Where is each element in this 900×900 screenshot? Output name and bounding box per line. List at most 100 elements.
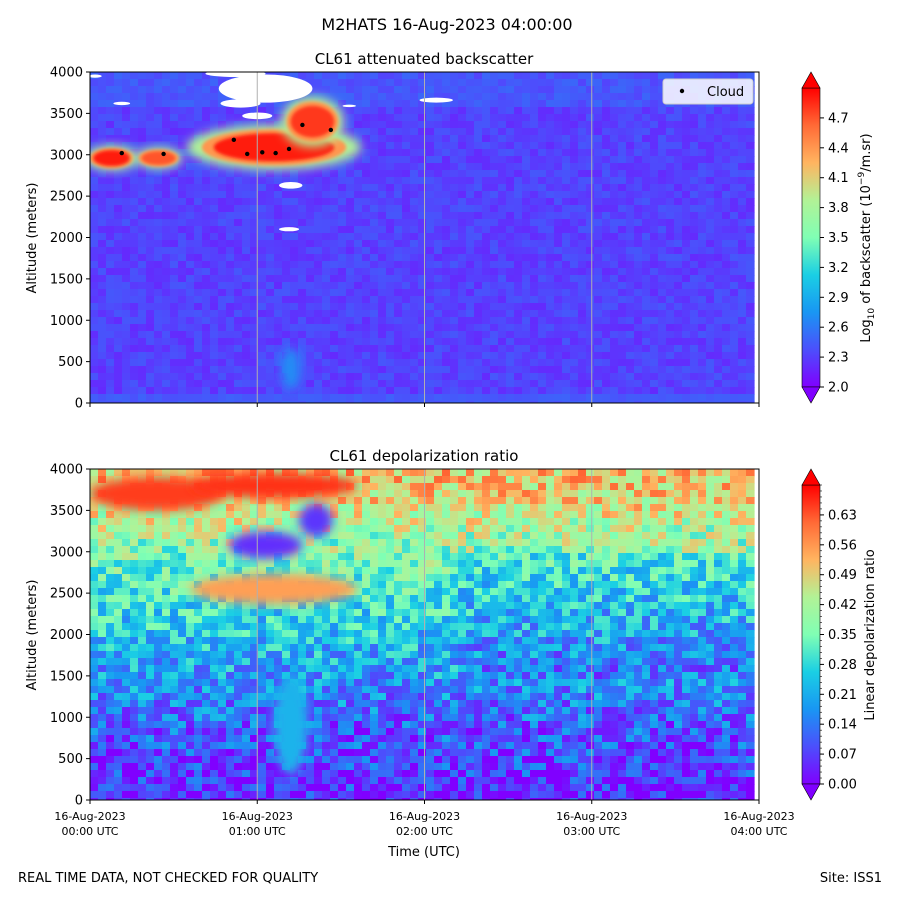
y-tick-label: 500 xyxy=(58,355,83,370)
backscatter-colorbar: 2.0 2.3 2.6 2.9 3.2 3.5 3.8 4.1 4.4 4.7 Log10 of … xyxy=(801,71,877,404)
missing-data-patch xyxy=(218,74,313,103)
y-tick-label: 1500 xyxy=(50,669,83,684)
backscatter-y-ticks: 0 500 1000 1500 2000 2500 3000 3500 4000 xyxy=(50,66,90,412)
y-tick-label: 3000 xyxy=(50,148,83,163)
missing-data-patch xyxy=(342,104,356,108)
colorbar-tick-label: 4.4 xyxy=(828,141,849,156)
y-tick-label: 2000 xyxy=(50,231,83,246)
x-tick-label-date: 16-Aug-2023 xyxy=(723,810,794,823)
backscatter-panel: CL61 attenuated backscatter 0 500 1000 1500… xyxy=(25,50,877,412)
depolarization-panel: CL61 depolarization ratio 0 500 1000 1500 20… xyxy=(25,447,878,860)
y-tick-label: 4000 xyxy=(50,463,83,478)
colorbar-tick-label: 0.28 xyxy=(828,658,857,673)
cloud-point xyxy=(245,151,250,157)
depolarization-colorbar-extend-min xyxy=(801,783,821,801)
depolarization-gridlines xyxy=(256,469,593,800)
x-tick-label-time: 03:00 UTC xyxy=(563,825,620,838)
colorbar-tick-label: 4.7 xyxy=(828,111,849,126)
backscatter-heatmap xyxy=(90,72,759,403)
x-tick-label-time: 01:00 UTC xyxy=(229,825,286,838)
depolarization-colorbar: 0.00 0.07 0.14 0.21 0.28 0.35 0.42 0.49 0.56 0.63… xyxy=(801,468,878,801)
cloud-point xyxy=(119,150,124,156)
y-tick-label: 1500 xyxy=(50,272,83,287)
x-tick-label-date: 16-Aug-2023 xyxy=(54,810,125,823)
plume-lower xyxy=(280,346,301,390)
depolarization-ylabel: Altitude (meters) xyxy=(25,580,40,691)
y-tick-label: 2500 xyxy=(50,587,83,602)
heatmap-background xyxy=(90,469,755,800)
y-tick-label: 3000 xyxy=(50,545,83,560)
backscatter-x-ticks xyxy=(89,403,760,407)
figure-suptitle: M2HATS 16-Aug-2023 04:00:00 xyxy=(321,15,572,34)
y-tick-label: 4000 xyxy=(50,66,83,81)
x-tick-label-time: 04:00 UTC xyxy=(730,825,787,838)
colorbar-tick-label: 0.14 xyxy=(828,718,857,733)
depolarization-colorbar-extend-max xyxy=(801,468,821,486)
missing-data-patch xyxy=(278,182,303,189)
colorbar-tick-label: 2.3 xyxy=(828,351,849,366)
cloud-markers xyxy=(119,122,334,157)
cloud-point xyxy=(273,150,278,156)
missing-data-patch xyxy=(220,99,261,108)
y-tick-label: 1000 xyxy=(50,314,83,329)
x-tick-label-time: 00:00 UTC xyxy=(61,825,118,838)
colorbar-tick-label: 0.21 xyxy=(828,688,857,703)
backscatter-colorbar-extend-min xyxy=(801,386,821,404)
depolarization-heatmap xyxy=(90,469,759,800)
cloud-legend-marker xyxy=(679,88,685,94)
plume-column xyxy=(273,675,308,776)
y-tick-label: 2000 xyxy=(50,628,83,643)
depolarization-colorbar-label: Linear depolarization ratio xyxy=(863,549,878,720)
cloud-point xyxy=(161,151,166,157)
colorbar-tick-label: 3.2 xyxy=(828,261,849,276)
colorbar-tick-label: 0.42 xyxy=(828,598,857,613)
depolarization-title: CL61 depolarization ratio xyxy=(330,447,519,465)
colorbar-tick-label: 0.63 xyxy=(828,508,857,523)
colorbar-tick-label: 2.6 xyxy=(828,321,849,336)
cloud-point xyxy=(231,137,237,143)
colorbar-tick-label: 3.8 xyxy=(828,201,849,216)
depolarization-x-ticks: 16-Aug-2023 00:00 UTC 16-Aug-2023 01:00 UTC… xyxy=(54,800,795,838)
backscatter-title: CL61 attenuated backscatter xyxy=(315,50,534,68)
y-tick-label: 500 xyxy=(58,752,83,767)
missing-data-patch xyxy=(113,101,131,106)
colorbar-tick-label: 4.1 xyxy=(828,171,849,186)
heatmap-features xyxy=(90,473,358,776)
x-tick-label-date: 16-Aug-2023 xyxy=(556,810,627,823)
high-depol-band xyxy=(190,574,358,604)
depolarization-xlabel: Time (UTC) xyxy=(387,845,460,860)
heatmap-background xyxy=(90,72,755,403)
cloud-layer-left-2 xyxy=(141,151,176,165)
backscatter-ylabel: Altitude (meters) xyxy=(25,183,40,294)
cloud-legend[interactable]: Cloud xyxy=(662,78,754,105)
colorbar-tick-label: 2.0 xyxy=(828,381,849,396)
cloud-point xyxy=(260,150,265,155)
y-tick-label: 2500 xyxy=(50,190,83,205)
missing-data-patch xyxy=(278,227,300,232)
high-depol-top-left xyxy=(90,477,224,511)
cloud-point xyxy=(286,146,292,152)
cloud-layer-main-right xyxy=(290,105,335,138)
colorbar-tick-label: 0.49 xyxy=(828,568,857,583)
x-tick-label-date: 16-Aug-2023 xyxy=(389,810,460,823)
backscatter-colorbar-label: Log10 of backscatter (10−9/m.sr) xyxy=(857,133,877,342)
y-tick-label: 3500 xyxy=(50,107,83,122)
heatmap-features xyxy=(90,96,362,390)
high-depol-top-mid xyxy=(190,473,358,498)
cloud-legend-label: Cloud xyxy=(707,85,744,100)
low-depol-ring xyxy=(228,531,303,559)
backscatter-colorbar-extend-max xyxy=(801,71,821,89)
missing-data-patch xyxy=(90,74,102,78)
colorbar-tick-label: 0.35 xyxy=(828,628,857,643)
y-tick-label: 0 xyxy=(75,397,83,412)
footer-site: Site: ISS1 xyxy=(820,871,882,886)
low-depol-ring-right xyxy=(299,503,333,537)
x-tick-label-time: 02:00 UTC xyxy=(396,825,453,838)
depolarization-y-ticks: 0 500 1000 1500 2000 2500 3000 3500 4000 xyxy=(50,463,90,809)
cloud-layer-left-1 xyxy=(93,150,131,166)
colorbar-tick-label: 2.9 xyxy=(828,291,849,306)
colorbar-tick-label: 0.56 xyxy=(828,538,857,553)
y-tick-label: 1000 xyxy=(50,711,83,726)
footer-quality-note: REAL TIME DATA, NOT CHECKED FOR QUALITY xyxy=(18,871,318,886)
